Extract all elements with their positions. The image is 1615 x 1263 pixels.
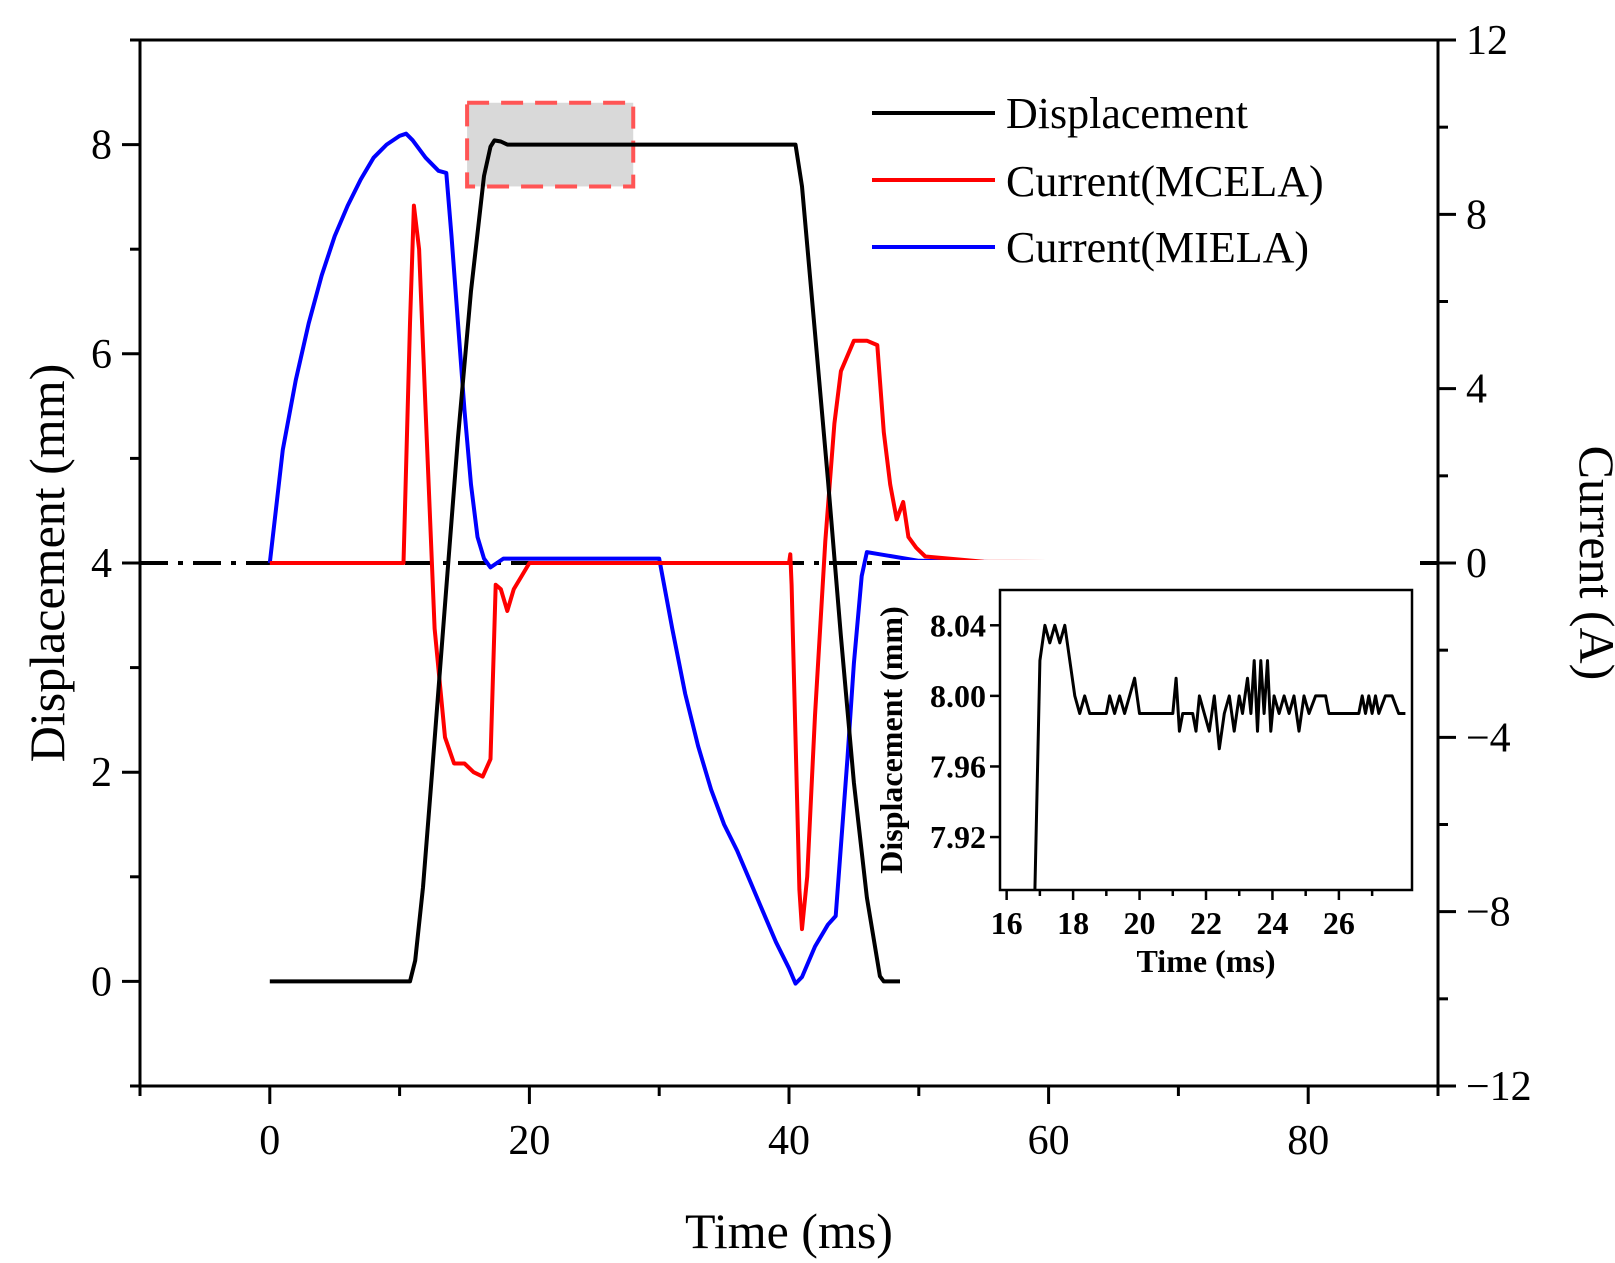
inset-x-axis-title: Time (ms) <box>1137 943 1276 979</box>
y-tick-label: 0 <box>91 959 112 1005</box>
y2-tick-label: 4 <box>1466 367 1487 413</box>
series-layer <box>267 131 1309 986</box>
inset-plot: 16 18 20 22 24 26 7.927.968.008.04 Time (ms) … <box>873 560 1420 1000</box>
y-tick-label: 2 <box>91 750 112 796</box>
inset-y-tick-label: 8.04 <box>930 607 986 643</box>
y-axis-left: 0 2 4 6 8 <box>91 38 140 1088</box>
legend: Displacement Current(MCELA) Current(MIEL… <box>872 89 1324 272</box>
inset-background <box>900 560 1420 1000</box>
inset-x-tick-label: 22 <box>1190 905 1222 941</box>
y2-tick-label: −4 <box>1466 715 1511 761</box>
series-line-displacement <box>269 138 1309 984</box>
series-line-current-mcela <box>269 203 1309 932</box>
x-axis: 0 20 40 60 80 <box>138 1086 1440 1164</box>
x-tick-label: 0 <box>259 1118 280 1164</box>
inset-x-tick-label: 24 <box>1256 905 1288 941</box>
y2-tick-label: 12 <box>1466 18 1508 64</box>
x-tick-label: 20 <box>508 1118 550 1164</box>
inset-x-axis: 16 18 20 22 24 26 <box>991 890 1374 941</box>
inset-y-tick-label: 8.00 <box>930 678 986 714</box>
y2-tick-label: −8 <box>1466 890 1511 936</box>
y-axis-title: Displacement (mm) <box>19 364 75 763</box>
y-tick-label: 4 <box>91 541 112 587</box>
inset-y-axis-title: Displacement (mm) <box>873 606 909 873</box>
y-tick-label: 8 <box>91 123 112 169</box>
legend-label-mcela: Current(MCELA) <box>1006 157 1324 206</box>
y2-axis-title: Current (A) <box>1569 446 1615 681</box>
legend-label-miela: Current(MIELA) <box>1006 223 1309 272</box>
series-line-current-miela <box>267 131 1309 986</box>
y-tick-label: 6 <box>91 332 112 378</box>
inset-x-tick-label: 20 <box>1124 905 1156 941</box>
inset-y-tick-label: 7.96 <box>930 748 986 784</box>
x-tick-label: 40 <box>768 1118 810 1164</box>
x-axis-title: Time (ms) <box>685 1203 893 1259</box>
y-axis-right: −12 −8 −4 0 4 8 12 <box>1438 18 1532 1110</box>
inset-x-tick-label: 16 <box>991 905 1023 941</box>
inset-x-tick-label: 18 <box>1057 905 1089 941</box>
y2-tick-label: −12 <box>1466 1064 1532 1110</box>
y2-tick-label: 0 <box>1466 541 1487 587</box>
x-tick-label: 80 <box>1287 1118 1329 1164</box>
inset-x-tick-label: 26 <box>1323 905 1355 941</box>
x-tick-label: 60 <box>1028 1118 1070 1164</box>
legend-label-displacement: Displacement <box>1006 89 1248 138</box>
inset-series-line-displacement <box>1033 623 1406 891</box>
inset-series-layer <box>1033 623 1406 891</box>
inset-y-axis: 7.92 7.96 8.00 8.04 <box>930 607 1000 855</box>
inset-y-tick-label: 7.92 <box>930 819 986 855</box>
y2-tick-label: 8 <box>1466 192 1487 238</box>
